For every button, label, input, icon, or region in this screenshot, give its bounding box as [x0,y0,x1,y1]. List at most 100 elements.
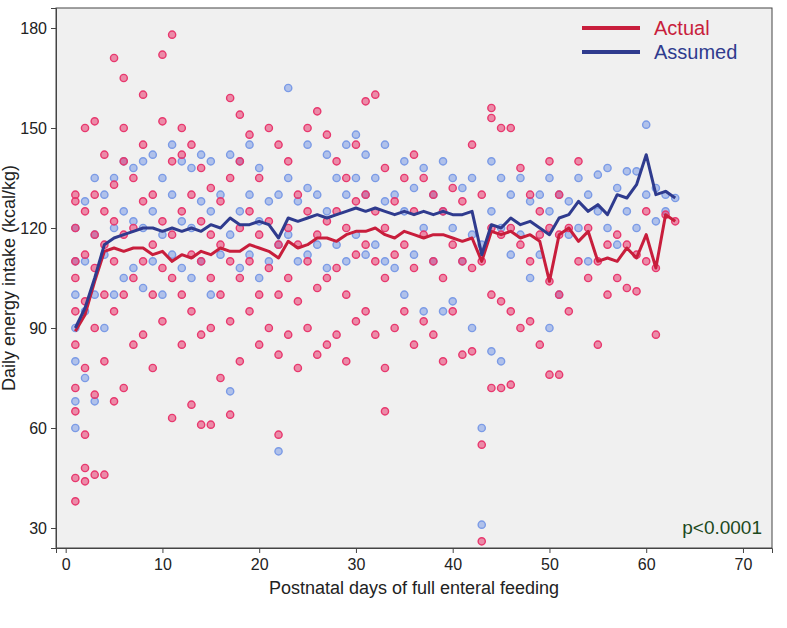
scatter-point [352,251,359,258]
scatter-point [517,241,524,248]
scatter-point [333,174,340,181]
scatter-point [246,308,253,315]
scatter-point [594,171,601,178]
legend: ActualAssumed [582,17,737,63]
scatter-point [643,121,650,128]
scatter-point [575,224,582,231]
tick-mark [51,328,56,329]
scatter-point [546,158,553,165]
tick: 30 [29,520,56,537]
scatter-point [507,191,514,198]
scatter-point [246,141,253,148]
scatter-point [372,174,379,181]
scatter-point [139,198,146,205]
scatter-point [381,141,388,148]
scatter-point [556,191,563,198]
scatter-point [352,198,359,205]
scatter-point [643,191,650,198]
x-axis: 010203040506070 [57,548,773,573]
scatter-point [285,174,292,181]
scatter-point [643,208,650,215]
scatter-point [72,358,79,365]
scatter-point [120,158,127,165]
chart-svg: 010203040506070306090120150180Postnatal … [0,0,787,628]
tick: 50 [541,548,559,573]
scatter-point [556,291,563,298]
tick-mark [453,548,454,553]
tick: 40 [444,548,462,573]
scatter-point [381,408,388,415]
scatter-point [110,291,117,298]
tick-mark [51,528,56,529]
scatter-point [101,191,108,198]
tick: 70 [735,548,753,573]
scatter-point [449,241,456,248]
tick-mark [51,128,56,129]
scatter-point [478,191,485,198]
plot-area [72,31,679,545]
scatter-point [449,298,456,305]
tick-label: 30 [29,520,47,537]
scatter-point [149,191,156,198]
y-axis-title: Daily energy intake (kcal/kg) [0,165,19,391]
scatter-point [256,174,263,181]
scatter-point [381,164,388,171]
scatter-point [120,274,127,281]
scatter-point [575,258,582,265]
scatter-point [352,131,359,138]
scatter-point [188,401,195,408]
scatter-point [198,164,205,171]
scatter-point [236,208,243,215]
tick-label: 40 [444,556,462,573]
scatter-point [246,191,253,198]
scatter-point [110,181,117,188]
scatter-point [536,231,543,238]
scatter-point [188,308,195,315]
scatter-point [227,318,234,325]
scatter-point [546,324,553,331]
scatter-point [623,284,630,291]
scatter-point [323,208,330,215]
scatter-point [362,251,369,258]
scatter-point [372,331,379,338]
scatter-point [401,291,408,298]
scatter-point [198,258,205,265]
scatter-point [217,374,224,381]
tick: 30 [348,548,366,573]
tick-label: 50 [541,556,559,573]
scatter-point [652,218,659,225]
tick-label: 30 [348,556,366,573]
tick-mark [743,548,744,553]
scatter-point [101,208,108,215]
scatter-point [401,174,408,181]
scatter-point [507,381,514,388]
scatter-point [623,168,630,175]
scatter-point [236,274,243,281]
tick-mark [51,228,56,229]
scatter-point [120,208,127,215]
scatter-point [323,264,330,271]
scatter-point [130,164,137,171]
scatter-point [149,364,156,371]
scatter-point [362,308,369,315]
scatter-point [198,258,205,265]
scatter-point [72,341,79,348]
scatter-point [285,84,292,91]
scatter-point [459,184,466,191]
scatter-point [497,358,504,365]
scatter-point [304,208,311,215]
scatter-point [81,431,88,438]
scatter-point [430,191,437,198]
tick-mark [51,428,56,429]
scatter-point [478,424,485,431]
plot-frame [56,8,772,548]
scatter-point [527,318,534,325]
scatter-point [120,124,127,131]
scatter-point [488,348,495,355]
scatter-point [275,431,282,438]
scatter-point [139,158,146,165]
scatter-point [178,218,185,225]
line-series [75,215,675,332]
scatter-point [614,184,621,191]
scatter-point [72,191,79,198]
